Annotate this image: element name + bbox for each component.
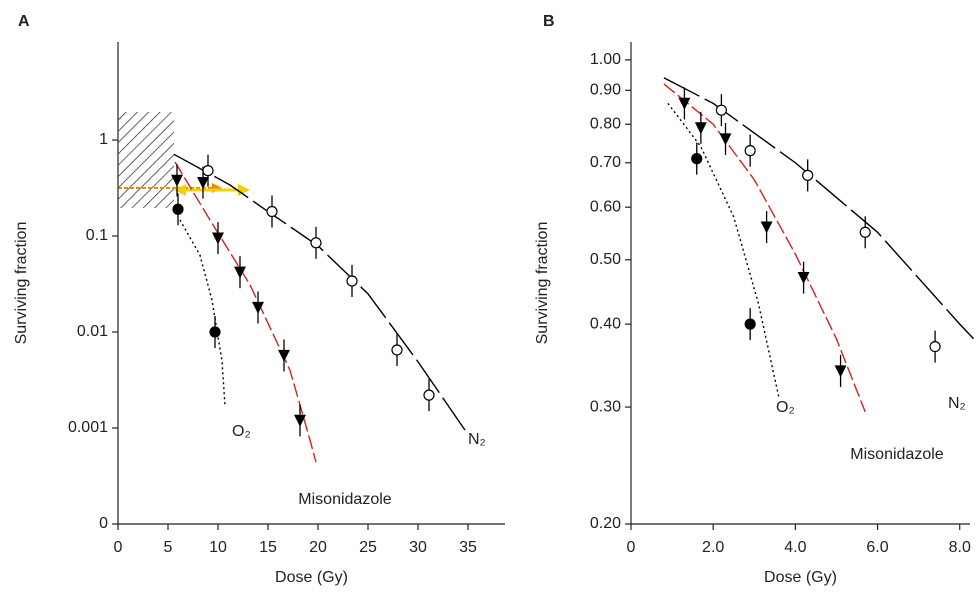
y-axis-label: Surviving fraction [13,222,30,345]
y-tick-label: 0.1 [86,227,108,244]
series-label: N₂ [948,395,966,412]
panel-label: B [543,13,555,30]
x-axis-label: Dose (Gy) [764,569,837,586]
y-tick-label: 1 [99,131,108,148]
marker [391,344,403,356]
marker [423,389,435,401]
series-label: O₂ [776,399,795,416]
x-tick-label: 6.0 [866,539,888,556]
marker [252,301,264,314]
x-tick-label: 5 [164,539,173,556]
y-tick-label: 0.90 [590,81,621,98]
y-tick-label: 0.30 [590,398,621,415]
x-tick-label: 10 [209,539,227,556]
marker [802,169,814,181]
marker [209,326,221,338]
y-tick-label: 0.50 [590,251,621,268]
marker [212,232,224,245]
y-tick-label: 0 [99,515,108,532]
marker [278,349,290,362]
panel-label: A [18,13,30,30]
y-tick-label: 0.01 [77,323,108,340]
marker [197,177,209,189]
marker [744,318,756,330]
marker [715,104,728,116]
marker [172,203,184,215]
y-tick-label: 0.70 [590,154,621,171]
series-label: Misonidazole [850,446,943,463]
series-label: Misonidazole [298,491,391,508]
marker [859,226,871,238]
marker [346,275,358,287]
y-tick-label: 0.80 [590,115,621,132]
x-tick-label: 0 [114,539,123,556]
x-tick-label: 25 [359,539,377,556]
marker [691,153,703,165]
marker [234,266,246,279]
marker [929,340,941,353]
x-tick-label: 15 [259,539,277,556]
y-tick-label: 0.60 [590,198,621,215]
marker [760,221,773,234]
y-tick-label: 0.20 [590,515,621,532]
marker [797,272,810,284]
x-tick-label: 35 [459,539,477,556]
fit-curve [174,161,317,463]
y-tick-label: 0.40 [590,315,621,332]
yellow-arrowhead [174,184,186,196]
fit-curve [667,102,780,398]
series-label: N₂ [468,431,486,448]
fit-curve [173,153,466,431]
x-tick-label: 0 [627,539,636,556]
y-axis-label: Surviving fraction [534,222,551,345]
marker [694,122,707,135]
marker [202,165,214,177]
x-tick-label: 30 [409,539,427,556]
x-tick-label: 8.0 [949,539,971,556]
marker [171,174,183,187]
marker [294,414,306,427]
x-axis-label: Dose (Gy) [275,569,348,586]
marker [678,97,691,110]
y-tick-label: 1.00 [590,51,621,68]
marker [266,205,278,218]
x-tick-label: 20 [309,539,327,556]
marker [834,365,847,378]
x-tick-label: 4.0 [784,539,806,556]
series-label: O₂ [232,423,251,440]
marker [744,145,756,157]
y-tick-label: 0.001 [68,419,108,436]
marker [310,237,322,249]
fit-curve [663,77,976,343]
marker [719,133,732,146]
x-tick-label: 2.0 [702,539,724,556]
fit-curve [663,83,866,413]
hatched-region [118,112,174,208]
fit-curve [179,219,226,406]
